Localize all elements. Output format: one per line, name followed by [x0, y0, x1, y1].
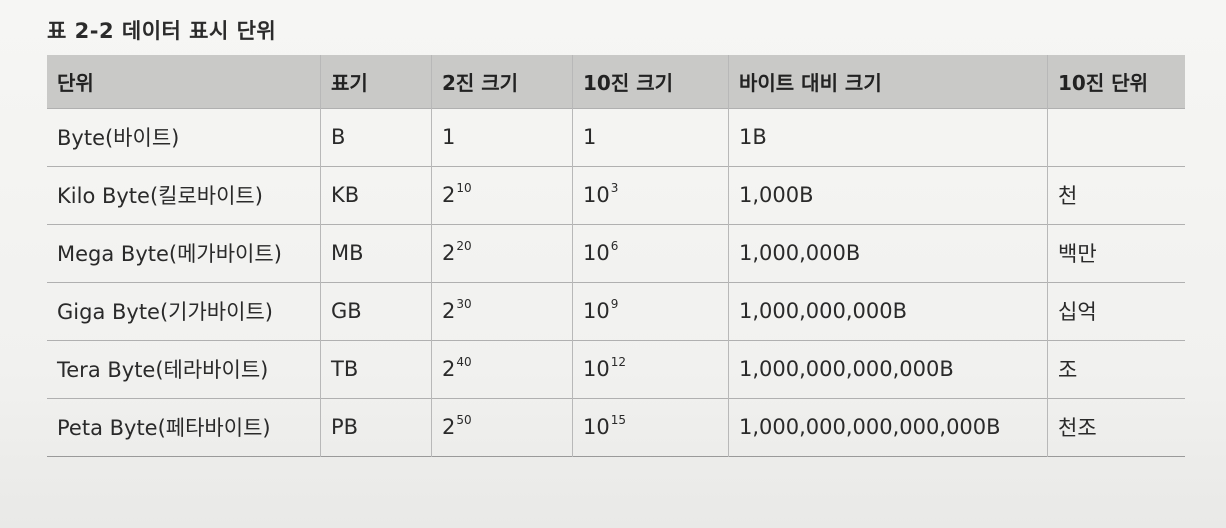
cell-binary-size-exponent: 30: [456, 297, 472, 311]
cell-unit: Kilo Byte(킬로바이트): [47, 166, 321, 224]
cell-byte-size: 1,000,000B: [728, 224, 1048, 282]
cell-decimal-size: 103: [572, 166, 729, 224]
cell-decimal-unit: 조: [1058, 358, 1078, 382]
cell-binary-size-base: 2: [442, 357, 456, 381]
table-row: Byte(바이트) B 1 1 1B: [47, 108, 1185, 166]
cell-unit: Tera Byte(테라바이트): [47, 340, 321, 398]
cell-byte-size: 1,000,000,000B: [728, 282, 1048, 340]
table-row: Kilo Byte(킬로바이트) KB 210 103 1,000B 천: [47, 166, 1185, 224]
cell-unit: Byte(바이트): [47, 108, 321, 166]
cell-binary-size: 250: [431, 398, 573, 456]
cell-decimal-size-exponent: 3: [610, 181, 619, 195]
cell-symbol: B: [320, 108, 432, 166]
cell-decimal-size: 1012: [572, 340, 729, 398]
cell-decimal-size-exponent: 6: [610, 239, 619, 253]
cell-byte-size: 1,000,000,000,000B: [728, 340, 1048, 398]
cell-byte-size: 1B: [728, 108, 1048, 166]
cell-binary-size: 210: [431, 166, 573, 224]
cell-binary-size-base: 2: [442, 299, 456, 323]
cell-decimal-unit: 천조: [1058, 416, 1097, 440]
cell-decimal-size-base: 10: [583, 357, 610, 381]
cell-symbol: KB: [320, 166, 432, 224]
cell-byte-size: 1,000B: [728, 166, 1048, 224]
header-decimal-size: 10진 크기: [572, 55, 729, 108]
cell-symbol: GB: [320, 282, 432, 340]
header-binary-size: 2진 크기: [431, 55, 573, 108]
cell-binary-size-base: 1: [442, 125, 456, 149]
cell-decimal-size-base: 10: [583, 183, 610, 207]
cell-binary-size-base: 2: [442, 415, 456, 439]
cell-decimal-size-exponent: 9: [610, 297, 619, 311]
cell-symbol: MB: [320, 224, 432, 282]
cell-binary-size: 1: [431, 108, 573, 166]
header-symbol: 표기: [320, 55, 432, 108]
cell-binary-size-exponent: 20: [456, 239, 472, 253]
cell-decimal-size: 1015: [572, 398, 729, 456]
cell-decimal-size-base: 10: [583, 415, 610, 439]
cell-unit: Mega Byte(메가바이트): [47, 224, 321, 282]
cell-unit: Peta Byte(페타바이트): [47, 398, 321, 456]
cell-decimal-unit: [1048, 108, 1186, 166]
table-row: Giga Byte(기가바이트) GB 230 109 1,000,000,000B 십억: [47, 282, 1185, 340]
cell-decimal-unit: 백만: [1058, 242, 1097, 266]
cell-binary-size-base: 2: [442, 241, 456, 265]
cell-binary-size-base: 2: [442, 183, 456, 207]
cell-decimal-size-exponent: 12: [610, 355, 627, 369]
cell-decimal-unit: 천: [1058, 184, 1078, 208]
cell-binary-size: 220: [431, 224, 573, 282]
table-header-row: 단위 표기 2진 크기 10진 크기 바이트 대비 크기 10진 단위: [47, 55, 1185, 108]
cell-byte-size: 1,000,000,000,000,000B: [728, 398, 1048, 456]
cell-decimal-unit: 십억: [1058, 300, 1097, 324]
cell-binary-size-exponent: 10: [456, 181, 472, 195]
cell-decimal-size-exponent: 15: [610, 413, 627, 427]
cell-symbol: TB: [320, 340, 432, 398]
cell-binary-size-exponent: 40: [456, 355, 472, 369]
cell-binary-size-exponent: 50: [456, 413, 472, 427]
cell-decimal-size: 106: [572, 224, 729, 282]
table-row: Mega Byte(메가바이트) MB 220 106 1,000,000B 백만: [47, 224, 1185, 282]
cell-binary-size: 230: [431, 282, 573, 340]
cell-decimal-size-base: 10: [583, 241, 610, 265]
cell-unit: Giga Byte(기가바이트): [47, 282, 321, 340]
cell-symbol: PB: [320, 398, 432, 456]
table-row: Peta Byte(페타바이트) PB 250 1015 1,000,000,000,0…: [47, 398, 1185, 456]
cell-decimal-size: 1: [572, 108, 729, 166]
header-decimal-unit: 10진 단위: [1058, 70, 1148, 95]
cell-decimal-size-base: 10: [583, 299, 610, 323]
header-byte-size: 바이트 대비 크기: [728, 55, 1048, 108]
cell-binary-size: 240: [431, 340, 573, 398]
data-unit-table: 단위 표기 2진 크기 10진 크기 바이트 대비 크기 10진 단위 Byte…: [47, 55, 1185, 457]
cell-decimal-size-base: 1: [583, 125, 597, 149]
table-caption: 표 2-2 데이터 표시 단위: [47, 19, 277, 43]
table-row: Tera Byte(테라바이트) TB 240 1012 1,000,000,000,0…: [47, 340, 1185, 398]
cell-decimal-size: 109: [572, 282, 729, 340]
header-unit: 단위: [47, 55, 321, 108]
